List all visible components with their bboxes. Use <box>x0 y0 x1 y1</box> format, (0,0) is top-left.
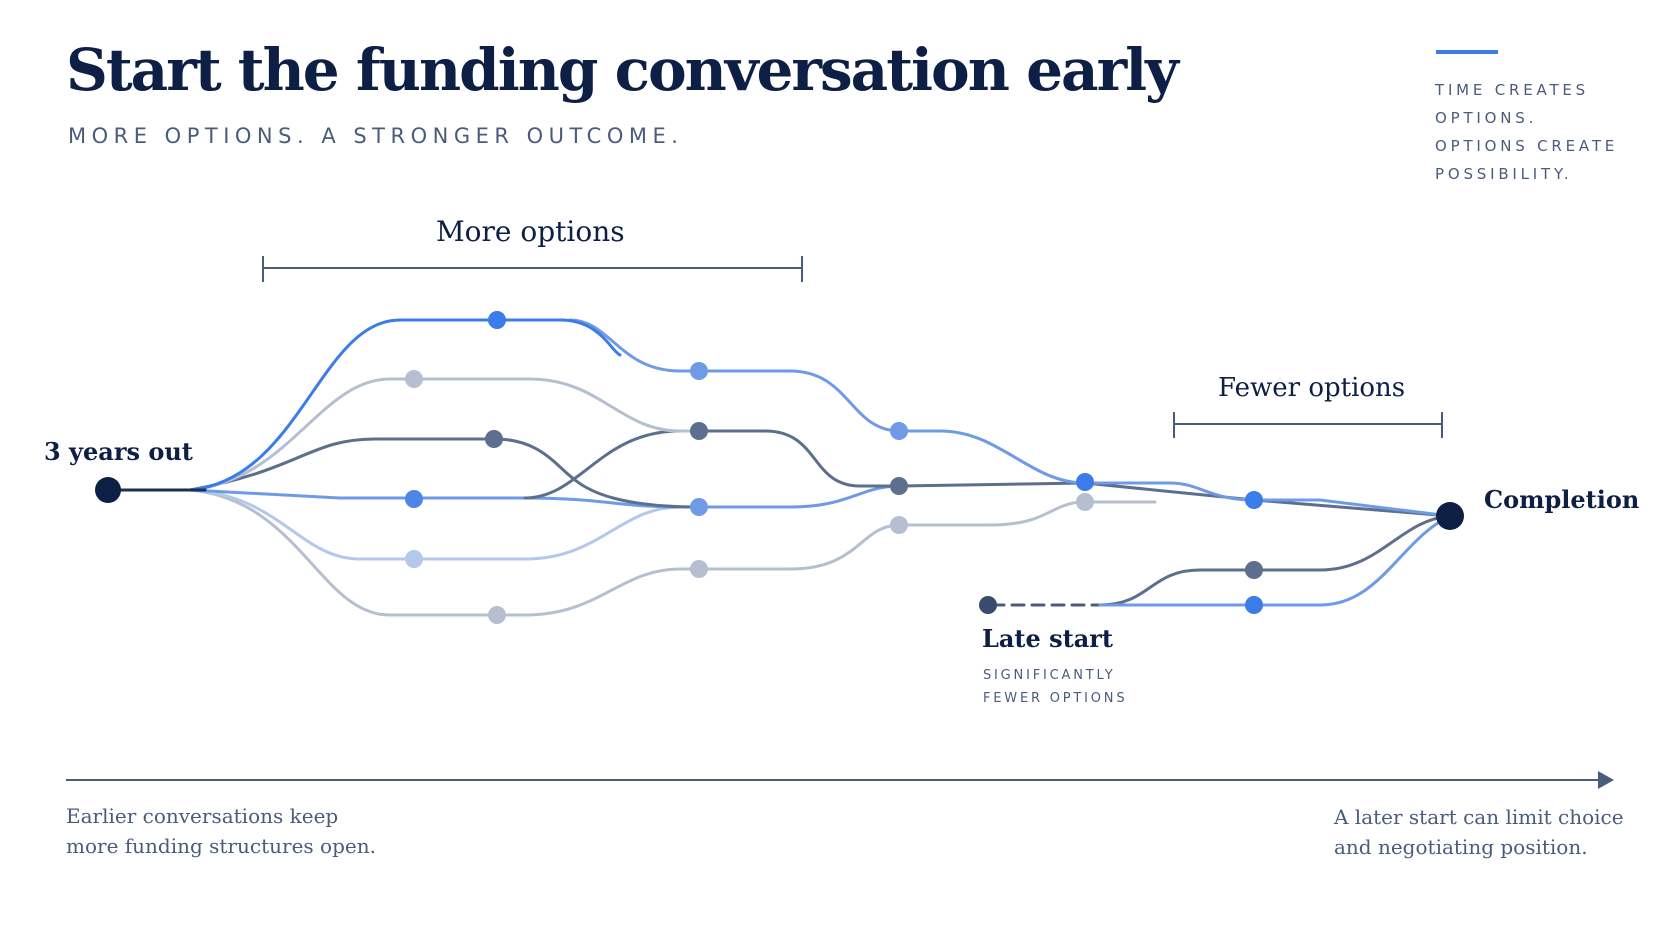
path-gray-low <box>188 488 1157 617</box>
node-slate-2 <box>690 422 708 440</box>
late-start-sub-line: FEWER OPTIONS <box>983 691 1128 706</box>
node-accent-5 <box>1076 473 1094 491</box>
late-start-sub-line: SIGNIFICANTLY <box>983 668 1116 683</box>
path-mid-blue-high <box>568 318 1452 518</box>
node-gray-4 <box>890 516 908 534</box>
node-gray-1 <box>405 370 423 388</box>
node-slate-4 <box>890 477 908 495</box>
start-label: 3 years out <box>44 437 193 466</box>
late-start-label: Late start <box>982 624 1114 653</box>
footer-right-note: A later start can limit choice and negot… <box>1334 802 1624 862</box>
diagram-nodes <box>95 311 1464 624</box>
footer-left-line: Earlier conversations keep <box>66 804 339 828</box>
late-path-blue <box>1098 514 1452 607</box>
tagline-line: POSSIBILITY. <box>1435 165 1573 183</box>
node-completion <box>1436 502 1464 530</box>
footer-right-line: and negotiating position. <box>1334 835 1588 859</box>
path-mid-blue-low <box>188 484 902 509</box>
fewer-options-bracket <box>1173 412 1443 438</box>
page-title: Start the funding conversation early <box>66 36 1179 104</box>
node-slate-6 <box>1245 561 1263 579</box>
node-mid-3 <box>690 498 708 516</box>
node-slate-1 <box>485 430 503 448</box>
tagline-line: OPTIONS CREATE <box>1435 137 1619 155</box>
tagline-accent-bar <box>1436 50 1498 54</box>
node-accent-1 <box>488 311 506 329</box>
path-slate-high <box>188 437 702 509</box>
node-start <box>95 477 121 503</box>
page-subtitle: MORE OPTIONS. A STRONGER OUTCOME. <box>68 124 684 148</box>
more-options-bracket <box>262 256 803 282</box>
path-slate-cross <box>523 429 1452 518</box>
node-gray-3 <box>690 560 708 578</box>
path-accent-top <box>188 318 622 492</box>
fewer-options-label: Fewer options <box>1218 373 1406 403</box>
node-mid-2 <box>690 362 708 380</box>
more-options-label: More options <box>436 215 625 248</box>
path-pale-blue <box>188 488 702 561</box>
node-late-start <box>979 596 997 614</box>
path-gray-high <box>188 377 702 492</box>
tagline-line: TIME CREATES <box>1435 81 1590 99</box>
late-path-slate <box>1098 514 1452 607</box>
node-gray-2 <box>488 606 506 624</box>
node-gray-5 <box>1076 493 1094 511</box>
node-accent-7 <box>1245 596 1263 614</box>
completion-label: Completion <box>1484 485 1640 514</box>
footer-left-line: more funding structures open. <box>66 834 376 858</box>
node-mid-4 <box>890 422 908 440</box>
footer-right-line: A later start can limit choice <box>1334 805 1624 829</box>
footer-left-note: Earlier conversations keep more funding … <box>66 801 376 861</box>
tagline: TIME CREATES OPTIONS. OPTIONS CREATE POS… <box>1435 76 1618 188</box>
node-pale-1 <box>405 550 423 568</box>
node-accent-6 <box>1245 491 1263 509</box>
tagline-line: OPTIONS. <box>1435 109 1538 127</box>
node-blue-1 <box>405 490 423 508</box>
late-start-sublabel: SIGNIFICANTLY FEWER OPTIONS <box>983 664 1127 710</box>
timeline-arrow <box>66 771 1614 789</box>
